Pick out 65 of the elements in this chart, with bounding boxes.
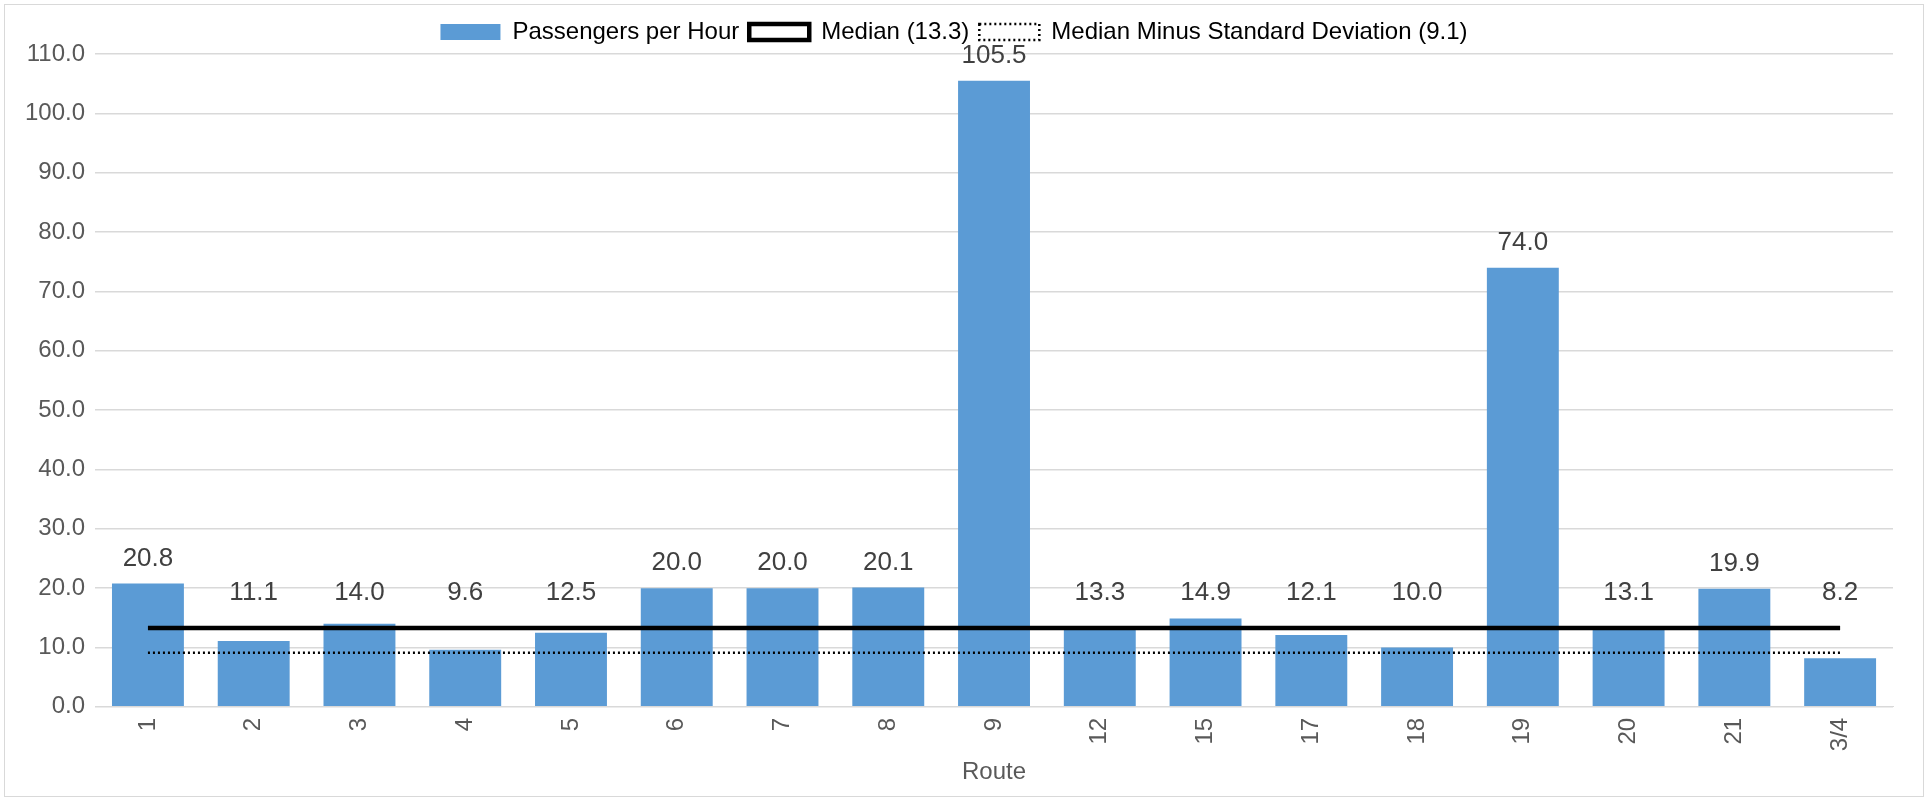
x-tick-label: 21: [1718, 717, 1746, 745]
x-tick-label: 7: [767, 717, 795, 732]
y-tick-label: 60.0: [38, 335, 86, 363]
y-tick-label: 70.0: [38, 276, 86, 304]
y-tick-label: 80.0: [38, 216, 86, 244]
x-tick-label: 2: [238, 717, 266, 732]
data-label: 12.1: [1286, 576, 1337, 607]
data-label: 74.0: [1497, 225, 1549, 256]
bar: [1486, 267, 1559, 707]
legend-label: Median Minus Standard Deviation (9.1): [1051, 16, 1468, 44]
data-label: 9.6: [447, 576, 484, 607]
bar: [958, 80, 1030, 707]
data-label: 13.1: [1603, 576, 1654, 607]
y-tick-label: 50.0: [38, 394, 86, 422]
legend-label: Passengers per Hour: [512, 16, 740, 44]
bar: [535, 632, 607, 707]
x-tick-label: 5: [555, 717, 583, 732]
data-label: 14.9: [1180, 576, 1231, 607]
x-tick-label: 9: [978, 717, 1006, 732]
x-tick-label: 18: [1401, 717, 1429, 745]
x-tick-label: 8: [872, 717, 900, 732]
bar: [429, 649, 502, 707]
y-tick-label: 90.0: [38, 157, 86, 185]
y-tick-label: 110.0: [26, 38, 86, 66]
y-tick-label: 0.0: [51, 691, 86, 719]
bar: [1381, 647, 1454, 707]
data-label: 14.0: [334, 576, 385, 607]
y-tick-label: 100.0: [25, 97, 86, 125]
bar: [852, 587, 925, 707]
bar: [1804, 658, 1877, 707]
data-label: 20.0: [757, 546, 808, 577]
data-label: 20.8: [122, 541, 174, 572]
data-label: 20.0: [651, 546, 703, 577]
x-tick-label: 12: [1084, 717, 1112, 745]
bar: [640, 588, 713, 707]
y-tick-label: 10.0: [38, 632, 86, 660]
bar: [1592, 629, 1665, 707]
x-axis-title: Route: [962, 757, 1027, 785]
data-label: 13.3: [1074, 576, 1126, 607]
bar: [1169, 618, 1242, 707]
data-label: 20.1: [862, 545, 914, 576]
bar: [746, 588, 819, 707]
x-tick-label: 3: [344, 717, 372, 732]
bar: [1698, 588, 1771, 707]
y-tick-label: 20.0: [38, 572, 86, 600]
x-tick-label: 20: [1613, 717, 1641, 745]
bar: [323, 623, 396, 707]
data-label: 12.5: [545, 576, 597, 607]
x-tick-label: 19: [1507, 717, 1535, 745]
data-label: 8.2: [1822, 576, 1859, 607]
x-tick-label: 15: [1190, 717, 1218, 745]
bar: [1063, 627, 1136, 707]
x-tick-label: 4: [449, 717, 477, 732]
y-tick-label: 40.0: [38, 454, 86, 482]
x-tick-label: 17: [1295, 717, 1323, 745]
x-tick-label: 1: [132, 717, 160, 732]
bar: [1275, 635, 1348, 707]
data-label: 19.9: [1709, 546, 1760, 577]
bar: [217, 640, 290, 707]
x-tick-label: 3/4: [1824, 717, 1852, 752]
data-label: 10.0: [1391, 576, 1443, 607]
x-tick-label: 6: [661, 717, 689, 732]
data-label: 11.1: [229, 576, 279, 607]
y-tick-label: 30.0: [38, 513, 86, 541]
bar: [111, 583, 184, 707]
